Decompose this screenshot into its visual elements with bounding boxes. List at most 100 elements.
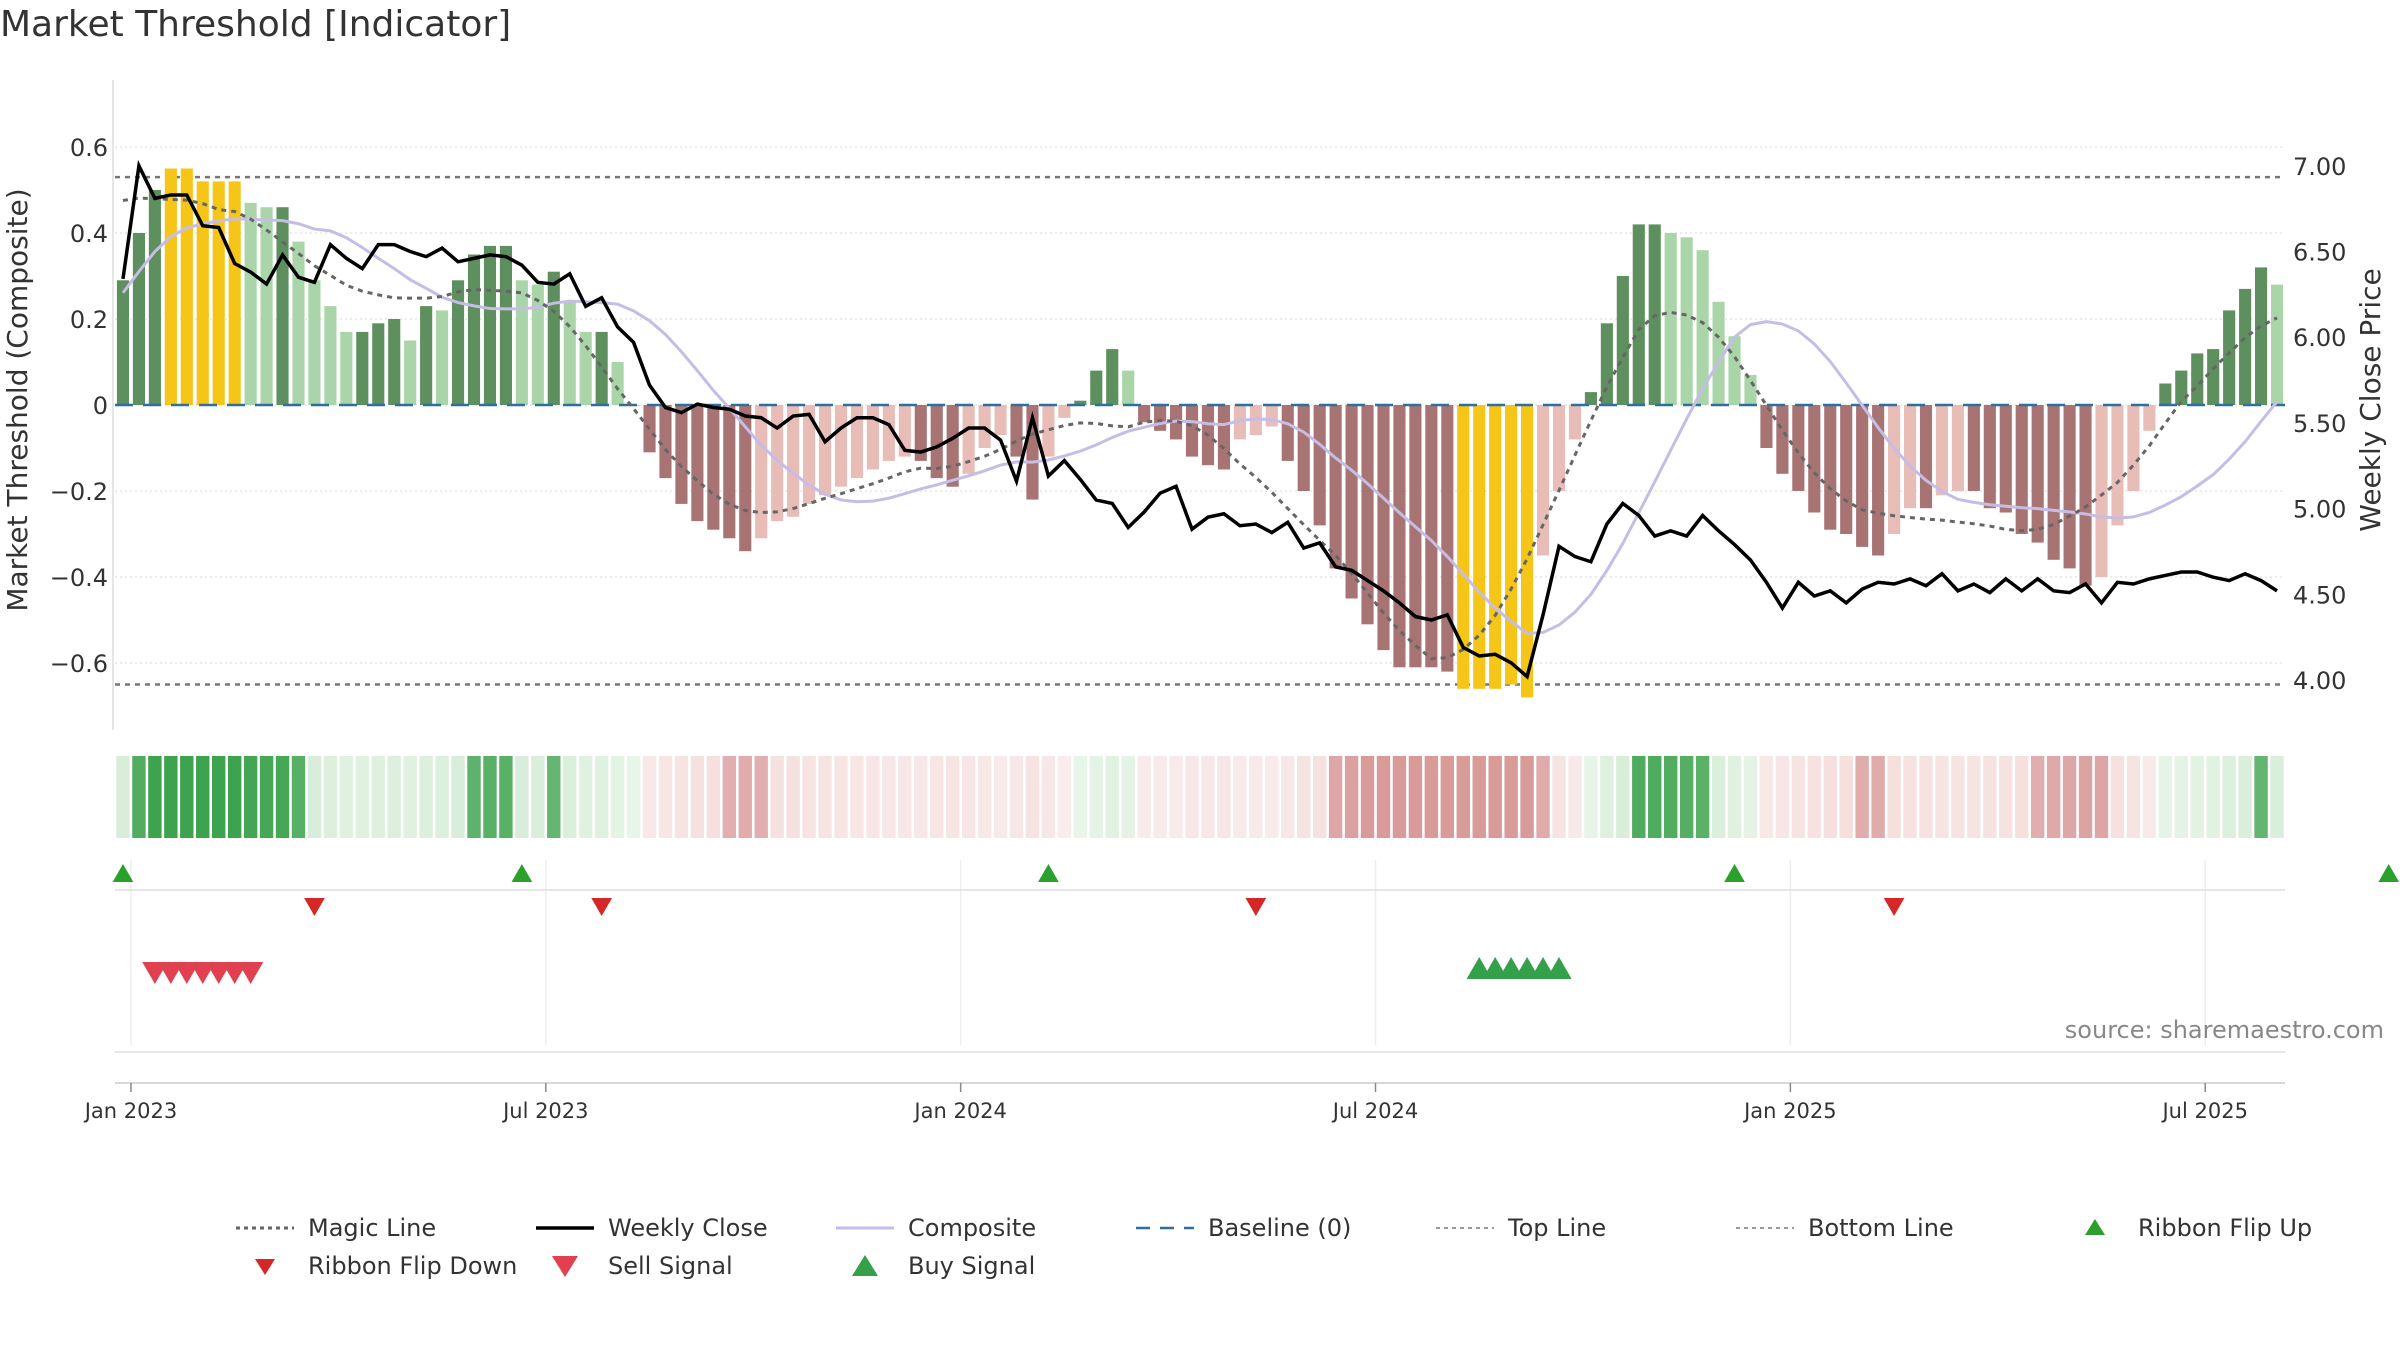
ribbon-cell bbox=[1488, 756, 1502, 838]
composite-bar bbox=[1058, 405, 1071, 418]
composite-bar bbox=[276, 207, 289, 405]
composite-bar bbox=[1664, 233, 1677, 405]
composite-bar bbox=[1967, 405, 1980, 491]
ribbon-cell bbox=[594, 756, 609, 838]
composite-bar bbox=[1824, 405, 1837, 530]
ribbon-cell bbox=[1281, 756, 1295, 838]
legend-item: Sell Signal bbox=[530, 1246, 733, 1286]
legend-item: Ribbon Flip Up bbox=[2060, 1208, 2312, 1248]
ribbon-cell bbox=[1919, 756, 1933, 838]
composite-bar bbox=[994, 405, 1007, 436]
composite-bar bbox=[260, 207, 273, 405]
composite-bar bbox=[2127, 405, 2140, 491]
ribbon-cell bbox=[818, 756, 832, 838]
composite-bar bbox=[1856, 405, 1869, 547]
ribbon-cell bbox=[403, 756, 417, 838]
composite-bar bbox=[1473, 405, 1486, 689]
ribbon-flip-down-marker bbox=[1245, 898, 1267, 916]
ribbon-cell bbox=[610, 756, 625, 838]
ribbon-cell bbox=[1249, 756, 1263, 838]
legend-item: Magic Line bbox=[230, 1208, 436, 1248]
composite-bar bbox=[1951, 405, 1964, 491]
composite-bar bbox=[755, 405, 768, 539]
ribbon-cell bbox=[180, 756, 194, 838]
ribbon-flip-down-marker bbox=[591, 898, 613, 916]
legend-label: Weekly Close bbox=[608, 1214, 768, 1242]
ribbon-cell bbox=[531, 756, 545, 838]
composite-bar bbox=[611, 362, 624, 405]
ribbon-cell bbox=[1999, 756, 2013, 838]
signal-markers bbox=[112, 864, 2400, 1053]
x-tick-label: Jan 2025 bbox=[1742, 1099, 1837, 1123]
ribbon-cell bbox=[850, 756, 864, 838]
ribbon-cell bbox=[1983, 756, 1997, 838]
composite-bar bbox=[1872, 405, 1885, 556]
ribbon-cell bbox=[658, 756, 673, 838]
ribbon-cell bbox=[930, 756, 944, 838]
ribbon-cell bbox=[164, 756, 178, 838]
ribbon-cell bbox=[834, 756, 848, 838]
composite-bar bbox=[1552, 405, 1566, 491]
y-tick-label: −0.6 bbox=[50, 650, 108, 678]
x-axis: Jan 2023 Jul 2023 Jan 2024 Jul 2024 Jan 2025… bbox=[83, 1082, 2285, 1123]
ribbon-cell bbox=[993, 756, 1008, 838]
composite-bar bbox=[1521, 405, 1534, 698]
ribbon-cell bbox=[1424, 756, 1439, 838]
ribbon-cell bbox=[323, 756, 338, 838]
composite-bar bbox=[1425, 405, 1438, 668]
composite-bar bbox=[771, 405, 784, 522]
ribbon-cell bbox=[2158, 756, 2173, 838]
ribbon-cell bbox=[1057, 756, 1072, 838]
composite-bar bbox=[1744, 374, 1757, 405]
composite-bar bbox=[1281, 405, 1294, 461]
ribbon-cell bbox=[1440, 756, 1455, 838]
ribbon-cell bbox=[2094, 756, 2109, 838]
composite-bar bbox=[2175, 370, 2188, 405]
ribbon-cell bbox=[196, 756, 210, 838]
composite-bar bbox=[1138, 405, 1151, 423]
ribbon-cell bbox=[339, 756, 354, 838]
ribbon-cell bbox=[227, 756, 242, 838]
ribbon-flip-down-marker bbox=[1883, 898, 1905, 916]
ribbon-cell bbox=[706, 756, 721, 838]
composite-bar bbox=[946, 405, 959, 487]
ribbon-cell bbox=[243, 756, 258, 838]
composite-bar bbox=[1712, 301, 1725, 405]
composite-bar bbox=[818, 405, 832, 496]
dotted-line-icon bbox=[236, 1226, 294, 1230]
ribbon-cell bbox=[2190, 756, 2204, 838]
composite-bar bbox=[1106, 349, 1119, 405]
ribbon-cell bbox=[1632, 756, 1646, 838]
y2-tick-label: 6.50 bbox=[2293, 239, 2346, 267]
ribbon-cell bbox=[642, 756, 657, 838]
ribbon-cell bbox=[1472, 756, 1486, 838]
composite-bar bbox=[1297, 405, 1310, 491]
legend-item: Baseline (0) bbox=[1130, 1208, 1351, 1248]
ribbon-cell bbox=[1089, 756, 1103, 838]
ribbon-flip-up-marker bbox=[112, 864, 134, 882]
y-axis-label: Market Threshold (Composite) bbox=[1, 188, 34, 611]
composite-bar bbox=[1903, 405, 1917, 509]
legend-label: Magic Line bbox=[308, 1214, 437, 1242]
composite-bar bbox=[691, 405, 704, 522]
ribbon-cell bbox=[2142, 756, 2157, 838]
y2-tick-label: 5.50 bbox=[2293, 410, 2346, 438]
solid-line-light-icon bbox=[836, 1226, 894, 1230]
ribbon-cell bbox=[961, 756, 976, 838]
ribbon-cell bbox=[1025, 756, 1040, 838]
ribbon-cell bbox=[2062, 756, 2077, 838]
legend-label: Ribbon Flip Down bbox=[308, 1252, 518, 1280]
composite-bar bbox=[1409, 405, 1422, 668]
composite-bar bbox=[1154, 405, 1167, 431]
composite-bar bbox=[2111, 405, 2124, 526]
composite-bar bbox=[1760, 405, 1773, 448]
ribbon-cell bbox=[1552, 756, 1566, 838]
composite-bar bbox=[1217, 405, 1230, 470]
ribbon-cell bbox=[483, 756, 497, 838]
composite-bar bbox=[1999, 405, 2012, 513]
composite-bar bbox=[2207, 349, 2220, 405]
ribbon-cell bbox=[770, 756, 784, 838]
legend-item: Bottom Line bbox=[1730, 1208, 1954, 1248]
composite-bar bbox=[2143, 405, 2156, 431]
dotted-line-light-icon bbox=[1736, 1227, 1794, 1229]
